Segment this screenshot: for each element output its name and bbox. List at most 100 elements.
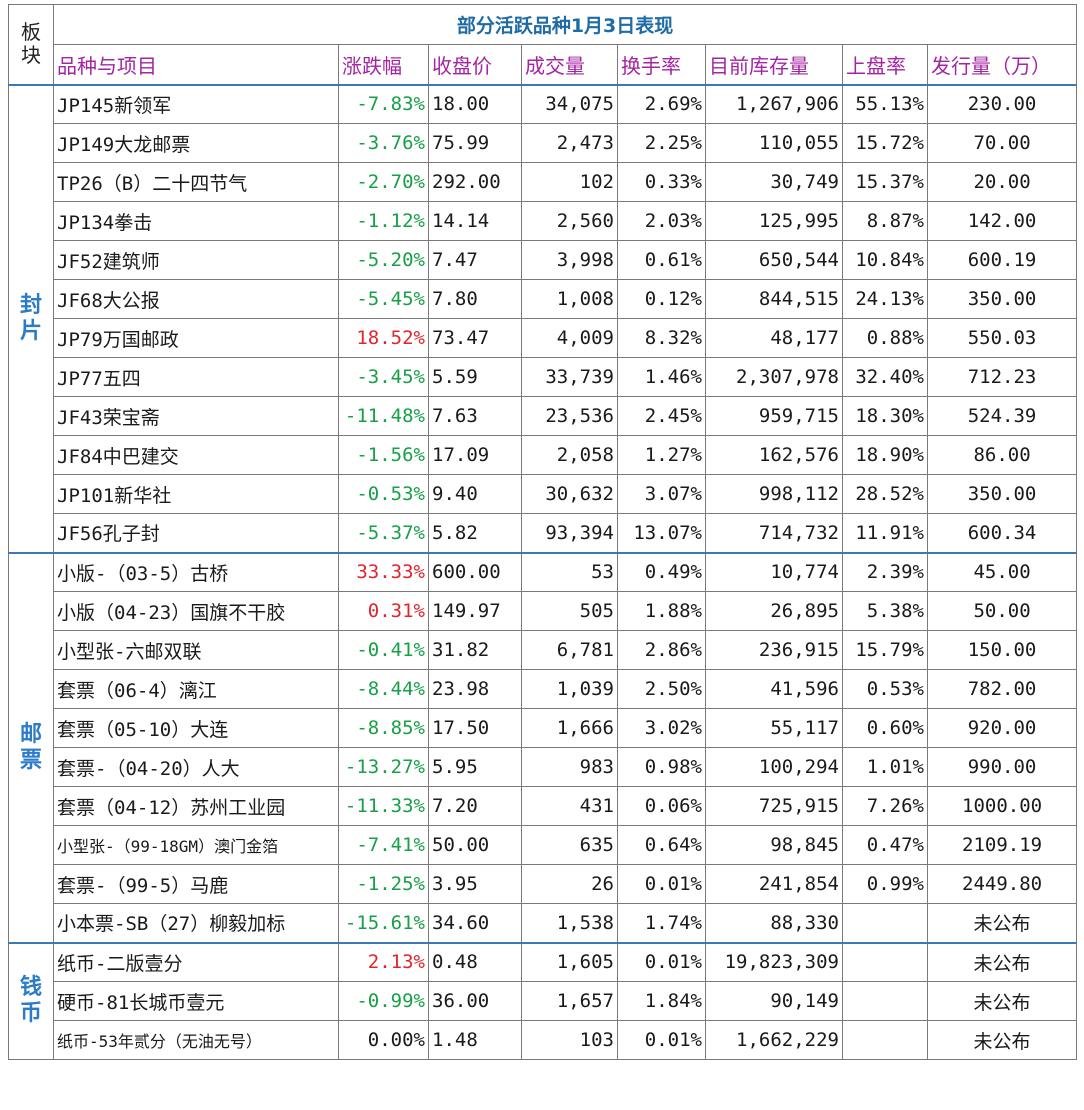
close-price: 73.47 — [428, 318, 522, 358]
issue-value: 600.34 — [926, 513, 1078, 553]
rate-value: 28.52% — [842, 474, 928, 514]
volume-value: 30,632 — [521, 474, 618, 514]
table-row: JF52建筑师 -5.20% 7.47 3,998 0.61% 650,544 10.84%… — [9, 240, 1078, 280]
item-name: 套票-（04-20）人大 — [53, 747, 339, 787]
turnover-value: 0.06% — [617, 786, 706, 826]
turnover-value: 0.01% — [617, 941, 706, 982]
change-value: -13.27% — [338, 747, 429, 787]
stock-value: 26,895 — [705, 591, 843, 631]
volume-value: 2,058 — [521, 435, 618, 475]
stock-value: 10,774 — [705, 551, 843, 592]
close-price: 75.99 — [428, 123, 522, 163]
close-price: 23.98 — [428, 669, 522, 709]
item-name: JF68大公报 — [53, 279, 339, 319]
table-row: JP101新华社 -0.53% 9.40 30,632 3.07% 998,112 28.5… — [9, 474, 1078, 514]
close-price: 7.63 — [428, 396, 522, 436]
market-table: 板块 部分活跃品种1月3日表现 品种与项目 涨跌幅 收盘价 成交量 换手率 目前… — [8, 4, 1078, 1060]
table-row: 套票（04-12）苏州工业园 -11.33% 7.20 431 0.06% 725,915… — [9, 786, 1078, 826]
stock-value: 48,177 — [705, 318, 843, 358]
change-value: -7.83% — [338, 83, 429, 124]
corner-label: 板块 — [8, 4, 54, 85]
issue-value: 350.00 — [926, 279, 1078, 319]
rate-value: 1.01% — [842, 747, 928, 787]
turnover-value: 2.25% — [617, 123, 706, 163]
stock-value: 19,823,309 — [705, 941, 843, 982]
turnover-value: 3.02% — [617, 708, 706, 748]
header-stock: 目前库存量 — [705, 44, 843, 85]
rate-value: 10.84% — [842, 240, 928, 280]
turnover-value: 2.50% — [617, 669, 706, 709]
item-name: TP26（B）二十四节气 — [53, 162, 339, 202]
stock-value: 55,117 — [705, 708, 843, 748]
rate-value: 24.13% — [842, 279, 928, 319]
volume-value: 53 — [521, 551, 618, 592]
change-value: -3.76% — [338, 123, 429, 163]
change-value: 18.52% — [338, 318, 429, 358]
rate-value — [842, 941, 928, 982]
stock-value: 41,596 — [705, 669, 843, 709]
change-value: -15.61% — [338, 903, 429, 943]
rate-value: 7.26% — [842, 786, 928, 826]
item-name: 硬币-81长城币壹元 — [53, 981, 339, 1021]
header-volume: 成交量 — [521, 44, 618, 85]
rate-value — [842, 1020, 928, 1060]
stock-value: 241,854 — [705, 864, 843, 904]
volume-value: 102 — [521, 162, 618, 202]
rate-value: 18.90% — [842, 435, 928, 475]
close-price: 1.48 — [428, 1020, 522, 1060]
table-row: 封片 JP145新领军 -7.83% 18.00 34,075 2.69% 1,267,90… — [8, 83, 1078, 553]
turnover-value: 13.07% — [617, 513, 706, 553]
close-price: 7.20 — [428, 786, 522, 826]
rate-value: 5.38% — [842, 591, 928, 631]
rate-value: 15.79% — [842, 630, 928, 670]
stock-table-container: 板块 部分活跃品种1月3日表现 品种与项目 涨跌幅 收盘价 成交量 换手率 目前… — [8, 4, 1078, 1060]
turnover-value: 0.64% — [617, 825, 706, 865]
item-name: JP134拳击 — [53, 201, 339, 241]
close-price: 5.82 — [428, 513, 522, 553]
table-row: 套票-（04-20）人大 -13.27% 5.95 983 0.98% 100,294 1.… — [9, 747, 1078, 787]
stock-value: 88,330 — [705, 903, 843, 943]
issue-value: 未公布 — [926, 1020, 1078, 1060]
close-price: 5.95 — [428, 747, 522, 787]
close-price: 18.00 — [428, 83, 522, 124]
close-price: 17.09 — [428, 435, 522, 475]
table-row: 硬币-81长城币壹元 -0.99% 36.00 1,657 1.84% 90,149 未公布 — [9, 981, 1078, 1021]
rate-value: 0.99% — [842, 864, 928, 904]
change-value: -2.70% — [338, 162, 429, 202]
change-value: -5.20% — [338, 240, 429, 280]
stock-value: 844,515 — [705, 279, 843, 319]
item-name: 纸币-二版壹分 — [53, 941, 339, 982]
rate-value: 8.87% — [842, 201, 928, 241]
turnover-value: 0.49% — [617, 551, 706, 592]
turnover-value: 0.01% — [617, 864, 706, 904]
volume-value: 93,394 — [521, 513, 618, 553]
volume-value: 26 — [521, 864, 618, 904]
header-close: 收盘价 — [428, 44, 522, 85]
table-row: JF56孔子封 -5.37% 5.82 93,394 13.07% 714,732 11.9… — [9, 513, 1078, 553]
stock-value: 162,576 — [705, 435, 843, 475]
issue-value: 70.00 — [926, 123, 1078, 163]
issue-value: 未公布 — [926, 981, 1078, 1021]
header-name: 品种与项目 — [53, 44, 339, 85]
item-name: JP149大龙邮票 — [53, 123, 339, 163]
stock-value: 725,915 — [705, 786, 843, 826]
table-row: JP79万国邮政 18.52% 73.47 4,009 8.32% 48,177 0.88%… — [9, 318, 1078, 358]
rate-value — [842, 903, 928, 943]
item-name: 套票-（99-5）马鹿 — [53, 864, 339, 904]
change-value: 0.31% — [338, 591, 429, 631]
issue-value: 142.00 — [926, 201, 1078, 241]
item-name: 小本票-SB（27）柳毅加标 — [53, 903, 339, 943]
turnover-value: 0.98% — [617, 747, 706, 787]
turnover-value: 0.01% — [617, 1020, 706, 1060]
table-row: 套票（06-4）漓江 -8.44% 23.98 1,039 2.50% 41,596 0.5… — [9, 669, 1078, 709]
issue-value: 未公布 — [926, 903, 1078, 943]
volume-value: 635 — [521, 825, 618, 865]
volume-value: 1,657 — [521, 981, 618, 1021]
stock-value: 998,112 — [705, 474, 843, 514]
item-name: JP145新领军 — [53, 83, 339, 124]
table-row: JP134拳击 -1.12% 14.14 2,560 2.03% 125,995 8.87%… — [9, 201, 1078, 241]
rate-value: 15.72% — [842, 123, 928, 163]
turnover-value: 1.88% — [617, 591, 706, 631]
stock-value: 959,715 — [705, 396, 843, 436]
rate-value: 0.53% — [842, 669, 928, 709]
